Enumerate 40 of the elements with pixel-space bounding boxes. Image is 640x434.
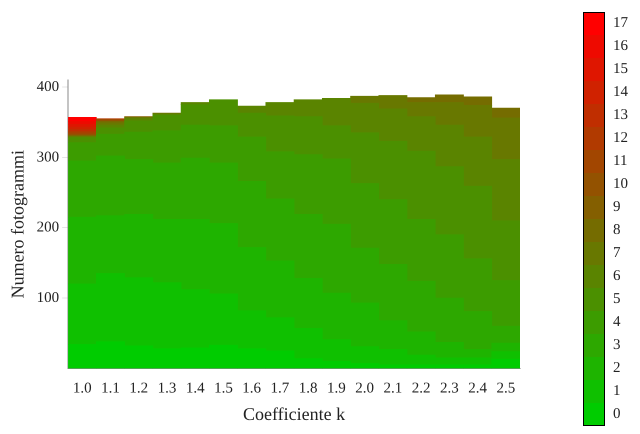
x-tick-label: 2.2 (412, 380, 431, 396)
legend-label: 17 (613, 15, 629, 32)
legend-label: 9 (613, 199, 622, 216)
y-axis-title: Numero fotogrammi (8, 150, 28, 298)
legend-label: 5 (613, 291, 622, 308)
y-tick-label: 300 (36, 149, 60, 166)
y-tick-label: 400 (36, 78, 60, 95)
x-tick-label: 1.3 (158, 380, 176, 396)
legend-label: 2 (613, 360, 622, 377)
legend-label: 3 (613, 337, 622, 354)
x-tick-label: 1.9 (327, 380, 346, 396)
x-tick-label: 1.1 (101, 380, 120, 396)
x-tick-label: 1.6 (242, 380, 262, 396)
legend-label: 0 (613, 406, 622, 423)
legend-label: 16 (613, 38, 629, 55)
x-tick-label: 2.1 (384, 380, 402, 396)
x-tick-label: 1.7 (270, 380, 290, 396)
legend-label: 1 (613, 383, 622, 400)
legend-label: 6 (613, 268, 622, 285)
legend-label: 7 (613, 245, 622, 262)
legend-label: 11 (613, 153, 628, 170)
legend-label: 8 (613, 222, 622, 239)
x-tick-label: 2.3 (440, 380, 459, 396)
x-tick-label: 1.4 (186, 380, 206, 396)
y-tick-label: 200 (36, 220, 60, 236)
x-tick-label: 2.4 (468, 380, 488, 396)
x-tick-label: 2.5 (496, 380, 516, 396)
legend-label: 14 (613, 84, 629, 101)
legend-label: 4 (613, 314, 622, 331)
legend-label: 10 (613, 176, 629, 193)
legend-label: 12 (613, 130, 629, 147)
x-tick-label: 1.2 (129, 380, 148, 396)
x-tick-label: 1.5 (214, 380, 233, 396)
legend-label: 13 (613, 107, 629, 124)
x-tick-label: 1.8 (298, 380, 318, 396)
x-tick-label: 1.0 (72, 380, 92, 396)
x-axis-title: Coefficiente k (242, 404, 346, 424)
y-tick-label: 100 (36, 290, 60, 306)
x-tick-label: 2.0 (355, 380, 374, 396)
legend-label: 15 (613, 61, 629, 78)
